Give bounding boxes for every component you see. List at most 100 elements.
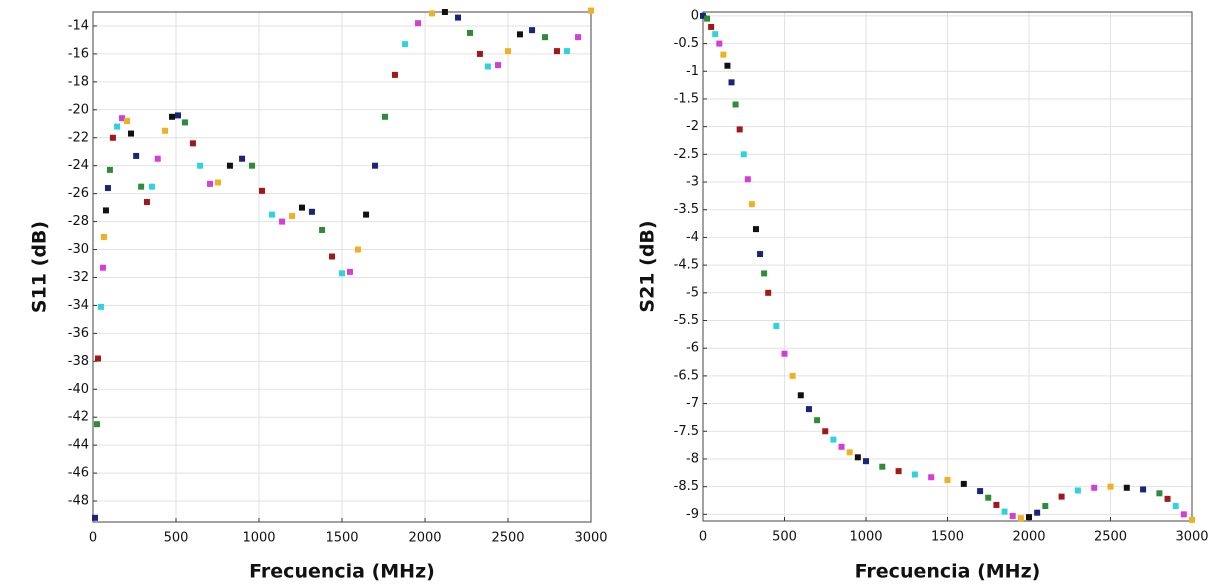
marker: [700, 12, 706, 19]
marker: [765, 289, 772, 296]
y-tick-label: -44: [68, 438, 89, 453]
marker: [428, 10, 435, 17]
y-tick-label: -36: [68, 326, 89, 341]
y-tick-label: -38: [68, 354, 89, 369]
plot-frame: [702, 11, 1193, 522]
marker: [732, 101, 739, 108]
marker: [402, 41, 409, 48]
marker: [748, 201, 755, 208]
marker: [346, 268, 353, 275]
y-tick-label: -3.5: [674, 202, 699, 217]
x-tick-label: 3000: [574, 531, 607, 546]
marker: [319, 226, 326, 233]
marker: [466, 29, 473, 36]
marker: [455, 14, 462, 21]
marker: [339, 270, 345, 277]
marker: [716, 40, 723, 47]
marker: [838, 443, 845, 450]
marker: [575, 34, 582, 41]
marker: [752, 226, 759, 233]
marker: [91, 514, 98, 521]
marker: [207, 180, 214, 187]
y-tick-label: -20: [68, 102, 89, 117]
y-tick-label: 0: [691, 8, 699, 23]
marker: [93, 421, 100, 428]
x-tick-label: 1000: [849, 530, 882, 545]
marker: [441, 9, 448, 15]
y-tick-label: -0.5: [674, 36, 699, 51]
x-tick-label: 500: [772, 530, 797, 545]
y-tick-label: -42: [68, 410, 89, 425]
marker: [814, 417, 821, 424]
marker: [100, 233, 107, 240]
marker: [391, 71, 398, 78]
marker: [895, 468, 902, 475]
marker: [736, 126, 743, 133]
marker: [704, 15, 711, 22]
marker: [1001, 508, 1008, 515]
y-tick-label: -48: [68, 494, 89, 509]
marker: [415, 20, 422, 27]
marker: [985, 494, 992, 501]
marker: [1091, 484, 1098, 491]
marker: [854, 454, 861, 461]
marker: [744, 176, 751, 183]
marker: [960, 480, 967, 487]
marker: [289, 213, 296, 219]
y-tick-label: -1: [686, 64, 699, 79]
marker: [189, 140, 196, 147]
marker: [1123, 484, 1130, 491]
y-tick-label: -40: [68, 382, 89, 397]
y-tick-label: -14: [68, 18, 89, 33]
y-tick-label: -28: [68, 214, 89, 229]
y-tick-label: -30: [68, 242, 89, 257]
marker: [94, 355, 101, 362]
y-tick-label: -9: [686, 507, 699, 522]
marker: [1026, 514, 1032, 521]
marker: [197, 162, 204, 169]
marker: [124, 117, 131, 124]
marker: [268, 211, 275, 218]
marker: [214, 179, 221, 186]
marker: [354, 246, 361, 253]
marker: [879, 463, 886, 470]
marker: [154, 155, 161, 162]
marker: [1042, 503, 1049, 510]
marker: [863, 458, 869, 465]
marker: [104, 185, 111, 192]
plot-frame: [92, 11, 592, 523]
marker: [109, 134, 116, 141]
marker: [1074, 487, 1081, 494]
marker: [133, 152, 140, 159]
y-tick-label: -22: [68, 130, 89, 145]
marker: [495, 62, 502, 69]
marker: [106, 166, 113, 173]
y-tick-label: -7: [686, 396, 699, 411]
marker: [181, 119, 188, 126]
y-tick-label: -1.5: [674, 91, 699, 106]
marker: [1189, 516, 1195, 523]
marker: [128, 130, 135, 137]
y-tick-label: -8: [686, 451, 699, 466]
y-tick-label: -5.5: [674, 313, 699, 328]
marker: [1164, 495, 1171, 502]
x-axis-label: Frecuencia (MHz): [855, 561, 1041, 583]
y-tick-label: -3: [686, 175, 699, 190]
marker: [1107, 483, 1114, 490]
marker: [329, 253, 336, 260]
marker: [258, 187, 265, 194]
marker: [97, 303, 104, 310]
marker: [911, 471, 918, 478]
x-tick-label: 1000: [242, 531, 275, 546]
x-tick-label: 0: [89, 531, 97, 546]
y-tick-label: -34: [68, 298, 89, 313]
y-tick-label: -16: [68, 46, 89, 61]
y-tick-label: -2.5: [674, 147, 699, 162]
marker: [1180, 511, 1187, 518]
marker: [143, 199, 150, 206]
x-tick-label: 2000: [408, 531, 441, 546]
y-tick-label: -32: [68, 270, 89, 285]
marker: [484, 63, 491, 70]
marker: [169, 113, 176, 120]
marker: [563, 48, 570, 55]
